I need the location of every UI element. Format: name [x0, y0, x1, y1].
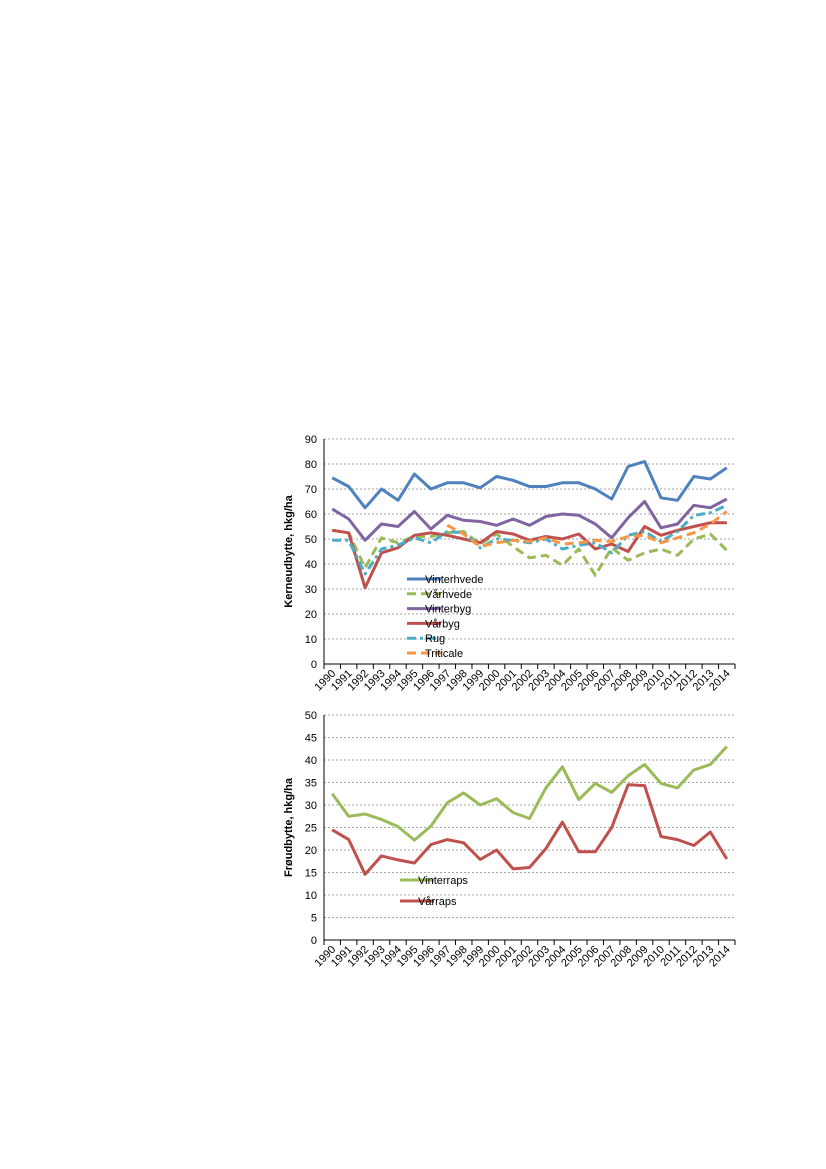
y-tick-label: 40	[305, 559, 317, 571]
series-line-v-rbyg	[331, 521, 727, 590]
y-tick-label: 5	[311, 913, 317, 925]
series-line-v-rhvede	[331, 528, 728, 577]
series-line-vinterbyg	[331, 497, 728, 542]
legend-label: Rug	[425, 633, 445, 645]
y-tick-label: 40	[305, 755, 317, 767]
y-axis-title: Kerneudbytte, hkg/ha	[283, 494, 295, 607]
y-tick-label: 30	[305, 584, 317, 596]
series-line-triticale	[446, 510, 728, 548]
y-tick-label: 60	[305, 509, 317, 521]
y-tick-label: 20	[305, 845, 317, 857]
y-tick-label: 80	[305, 459, 317, 471]
y-tick-label: 45	[305, 733, 317, 745]
legend-label: Triticale	[425, 648, 463, 660]
legend-label: Vinterhvede	[425, 574, 484, 586]
series-line-vinterraps	[330, 745, 728, 842]
y-tick-label: 0	[311, 935, 317, 947]
y-tick-label: 50	[305, 534, 317, 546]
y-tick-label: 50	[305, 710, 317, 722]
series-line-v-rraps	[331, 783, 729, 876]
legend-label: Vårhvede	[425, 589, 472, 601]
y-tick-label: 20	[305, 609, 317, 621]
y-tick-label: 90	[305, 434, 317, 446]
y-tick-label: 70	[305, 484, 317, 496]
y-tick-label: 30	[305, 800, 317, 812]
y-axis-title: Frøudbytte, hkg/ha	[283, 777, 295, 877]
chart-seed-yield: 0510152025303540455019901991199219931994…	[283, 710, 736, 969]
chart-grain-yield: 0102030405060708090199019911992199319941…	[283, 434, 736, 693]
legend-label: Vårraps	[418, 896, 457, 908]
y-tick-label: 10	[305, 890, 317, 902]
legend-label: Vinterraps	[418, 875, 468, 887]
y-tick-label: 10	[305, 634, 317, 646]
y-tick-label: 0	[311, 659, 317, 671]
y-tick-label: 25	[305, 823, 317, 835]
legend-label: Vårbyg	[425, 618, 460, 630]
y-tick-label: 15	[305, 868, 317, 880]
series-line-vinterhvede	[331, 460, 728, 510]
legend-label: Vinterbyg	[425, 604, 471, 616]
y-tick-label: 35	[305, 778, 317, 790]
